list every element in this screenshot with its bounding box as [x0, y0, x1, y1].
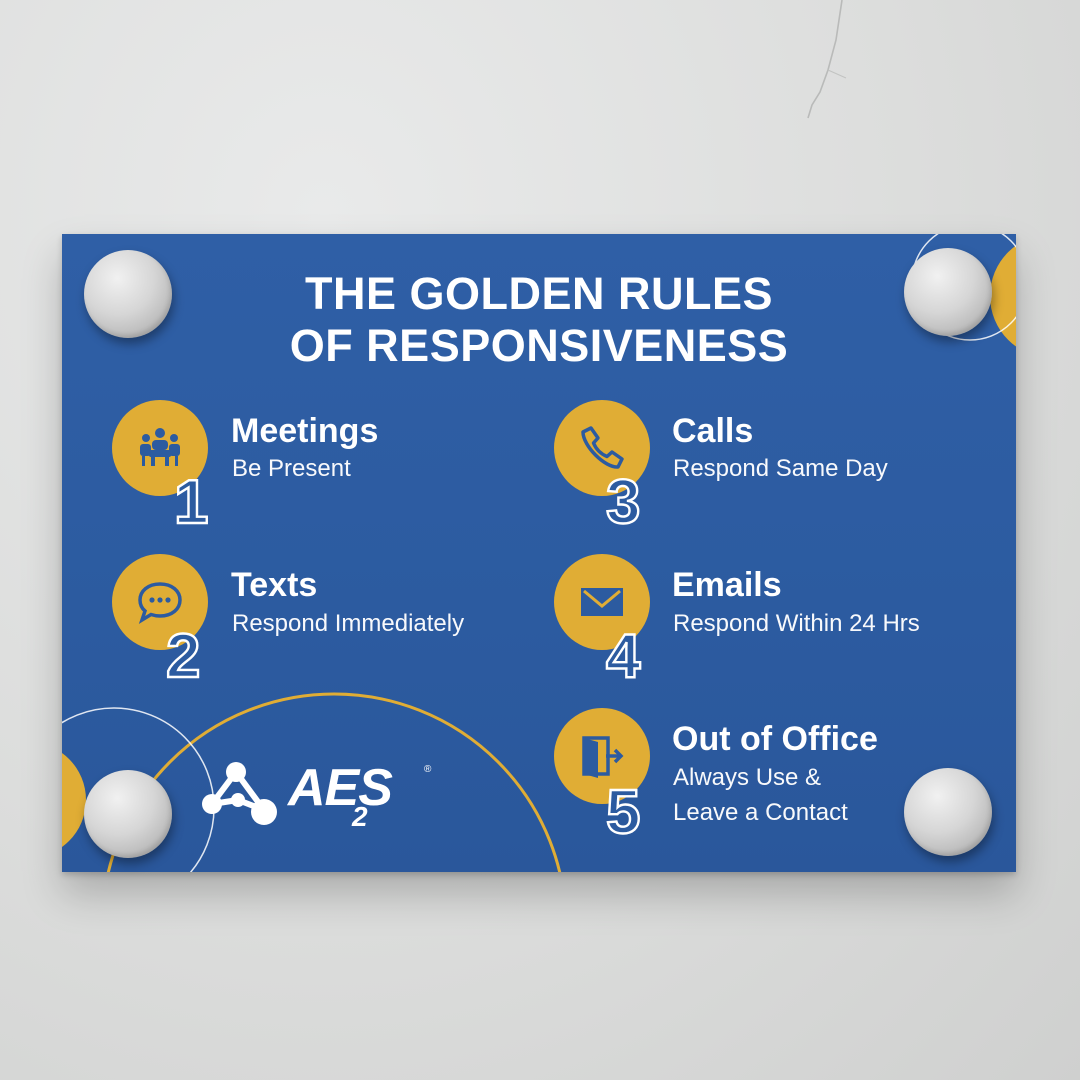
rule-heading-texts: Texts	[231, 566, 318, 604]
rule-number-1: 1	[173, 468, 210, 537]
out-of-office-badge	[554, 708, 650, 804]
envelope-icon	[581, 588, 623, 616]
emails-badge	[554, 554, 650, 650]
sign-decoration	[62, 234, 1016, 872]
rule-number-4: 4	[605, 622, 642, 691]
rule-detail-calls: Respond Same Day	[673, 455, 888, 482]
standoff-mount-bottom-left	[84, 770, 172, 858]
meeting-group-icon	[140, 428, 180, 466]
phone-icon	[581, 426, 624, 469]
rule-detail-texts: Respond Immediately	[232, 610, 465, 637]
standoff-mount-top-right	[904, 248, 992, 336]
rule-heading-meetings: Meetings	[231, 412, 379, 450]
meetings-badge	[112, 400, 208, 496]
logo-registered-mark: ®	[424, 764, 432, 775]
rule-detail-out-of-office-line-2: Leave a Contact	[673, 799, 848, 826]
logo-subscript: 2	[352, 801, 368, 832]
rule-number-5: 5	[605, 778, 642, 847]
molecule-network-icon	[202, 762, 277, 825]
exit-door-icon	[582, 736, 624, 778]
rule-detail-meetings: Be Present	[232, 455, 351, 482]
rule-heading-emails: Emails	[672, 566, 782, 604]
rule-detail-emails: Respond Within 24 Hrs	[673, 610, 920, 637]
chat-bubble-icon	[138, 582, 182, 624]
responsiveness-sign: THE GOLDEN RULES OF RESPONSIVENESS 1 Mee…	[62, 234, 1016, 872]
rule-heading-out-of-office: Out of Office	[672, 720, 878, 758]
logo-wordmark: AES	[288, 759, 393, 817]
rule-number-2: 2	[165, 622, 202, 691]
title-line-2: OF RESPONSIVENESS	[289, 320, 789, 371]
rule-number-3: 3	[605, 468, 642, 537]
title-line-1: THE GOLDEN RULES	[304, 268, 774, 319]
calls-badge	[554, 400, 650, 496]
standoff-mount-bottom-right	[904, 768, 992, 856]
rule-detail-out-of-office-line-1: Always Use &	[673, 764, 822, 791]
standoff-mount-top-left	[84, 250, 172, 338]
rule-heading-calls: Calls	[672, 412, 754, 450]
texts-badge	[112, 554, 208, 650]
